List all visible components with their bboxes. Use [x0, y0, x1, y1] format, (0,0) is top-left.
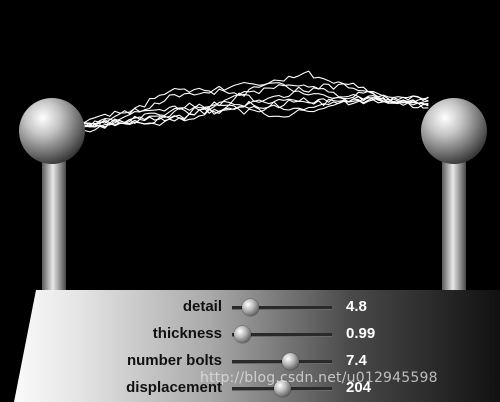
- detail-slider-track[interactable]: [232, 299, 332, 316]
- right-rod: [442, 150, 466, 300]
- displacement-slider-track[interactable]: [232, 380, 332, 397]
- watermark-text: http://blog.csdn.net/u012945598: [200, 370, 438, 386]
- detail-control: detail 4.8: [14, 295, 500, 319]
- thickness-slider-track[interactable]: [232, 326, 332, 343]
- thickness-control: thickness 0.99: [14, 322, 500, 346]
- right-electrode-sphere: [421, 98, 487, 164]
- lightning-bolt: [79, 97, 429, 129]
- lightning-bolt: [79, 82, 429, 126]
- number-bolts-value: 7.4: [346, 352, 367, 369]
- lightning-bolt: [79, 95, 429, 136]
- lightning-bolt: [79, 70, 429, 127]
- lightning-bolt: [79, 84, 429, 132]
- thickness-slider-knob[interactable]: [233, 326, 251, 343]
- number-bolts-slider-knob[interactable]: [281, 353, 299, 370]
- number-bolts-slider-track[interactable]: [232, 353, 332, 370]
- displacement-control: displacement 204: [14, 376, 500, 400]
- detail-slider-knob[interactable]: [241, 299, 259, 316]
- number-bolts-control: number bolts 7.4: [14, 349, 500, 373]
- displacement-value: 204: [346, 379, 372, 396]
- left-rod: [42, 150, 66, 300]
- control-panel: detail 4.8 thickness 0.99 number bolts 7…: [14, 290, 500, 402]
- displacement-label: displacement: [126, 379, 222, 396]
- number-bolts-label: number bolts: [126, 352, 222, 369]
- left-electrode-sphere: [19, 98, 85, 164]
- detail-value: 4.8: [346, 298, 367, 315]
- thickness-value: 0.99: [346, 325, 376, 342]
- lightning-bolts: [79, 70, 429, 136]
- displacement-slider-knob[interactable]: [273, 380, 291, 397]
- thickness-label: thickness: [152, 325, 222, 342]
- detail-label: detail: [182, 298, 222, 315]
